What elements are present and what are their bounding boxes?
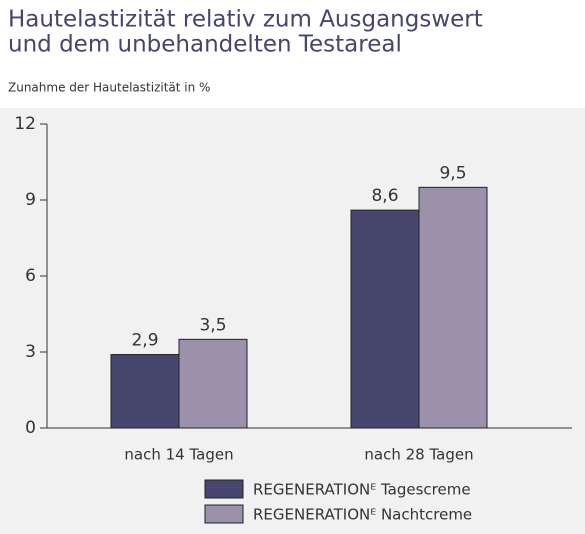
legend-swatch bbox=[204, 504, 244, 524]
chart-subtitle: Zunahme der Hautelastizität in % bbox=[8, 81, 210, 95]
legend-label: REGENERATIONᴱ Nachtcreme bbox=[253, 506, 472, 524]
value-label: 2,9 bbox=[131, 331, 158, 351]
y-tick-label: 3 bbox=[25, 342, 36, 362]
chart-title: und dem unbehandelten Testareal bbox=[8, 32, 402, 58]
plot-background bbox=[0, 108, 585, 534]
y-tick-label: 12 bbox=[14, 114, 36, 134]
x-tick-label: nach 14 Tagen bbox=[124, 446, 233, 464]
value-label: 9,5 bbox=[439, 163, 466, 183]
y-tick-label: 0 bbox=[25, 418, 36, 438]
value-label: 3,5 bbox=[199, 315, 226, 335]
legend-swatch bbox=[204, 479, 244, 499]
y-tick-label: 6 bbox=[25, 266, 36, 286]
bar bbox=[110, 354, 180, 429]
bar bbox=[178, 338, 248, 429]
bar bbox=[350, 209, 420, 429]
y-tick-label: 9 bbox=[25, 190, 36, 210]
legend-label: REGENERATIONᴱ Tagescreme bbox=[253, 481, 471, 499]
chart-title: Hautelastizität relativ zum Ausgangswert bbox=[8, 7, 483, 33]
x-tick-label: nach 28 Tagen bbox=[364, 446, 473, 464]
bar bbox=[418, 186, 488, 429]
value-label: 8,6 bbox=[371, 186, 398, 206]
